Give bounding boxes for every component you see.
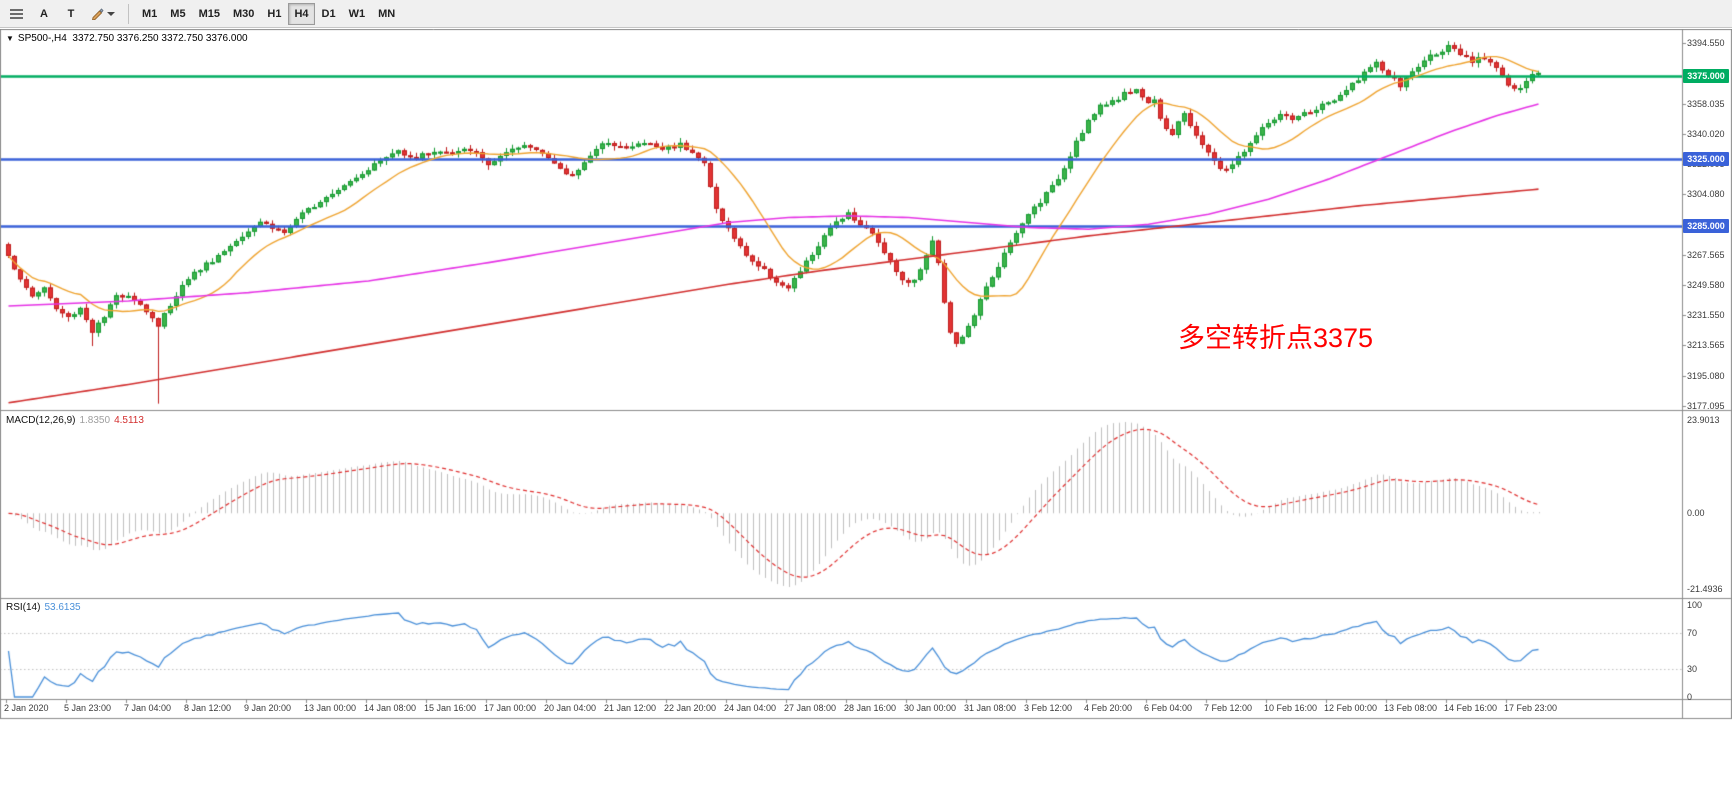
price-axis-label: 3231.550: [1687, 310, 1725, 320]
date-axis-label: 9 Jan 20:00: [244, 703, 292, 713]
price-annotation: 多空转折点3375: [1178, 323, 1374, 353]
rsi-value: 53.6135: [44, 602, 81, 613]
draw-tool-button[interactable]: [85, 3, 121, 25]
price-axis-label: 3213.565: [1687, 340, 1725, 350]
macd-axis-min: -21.4936: [1687, 584, 1723, 594]
timeframe-w1-button[interactable]: W1: [343, 3, 372, 25]
chart-title-ohlc: 3372.750 3376.250 3372.750 3376.000: [72, 33, 248, 44]
date-axis-label: 3 Feb 12:00: [1024, 703, 1073, 713]
price-axis-label: 3249.580: [1687, 280, 1725, 290]
price-level-tag-3325.000[interactable]: 3325.000: [1683, 152, 1729, 166]
timeframe-group: M1 M5 M15 M30 H1 H4 D1 W1 MN: [136, 2, 401, 25]
price-level-tag-3375.000[interactable]: 3375.000: [1683, 69, 1729, 83]
date-axis-label: 20 Jan 04:00: [544, 703, 597, 713]
rsi-axis-70: 70: [1687, 628, 1698, 638]
date-axis-label: 2 Jan 2020: [4, 703, 49, 713]
macd-axis-max: 23.9013: [1687, 415, 1720, 425]
price-axis-label: 3304.080: [1687, 189, 1725, 199]
date-axis-label: 7 Jan 04:00: [124, 703, 172, 713]
timeframe-m30-button[interactable]: M30: [227, 3, 260, 25]
chart-title-symbol: SP500-,H4: [17, 33, 67, 44]
date-axis-label: 27 Jan 08:00: [784, 703, 837, 713]
rsi-axis-100: 100: [1687, 600, 1703, 610]
chart-window: ▼ SP500-,H4 3372.750 3376.250 3372.750 33…: [0, 29, 1732, 796]
price-axis-label: 3358.035: [1687, 99, 1725, 109]
text-tool-t-button[interactable]: T: [58, 3, 84, 25]
date-axis-label: 21 Jan 12:00: [604, 703, 657, 713]
date-axis-label: 22 Jan 20:00: [664, 703, 717, 713]
date-axis-label: 13 Feb 08:00: [1384, 703, 1438, 713]
macd-main-value: 1.8350: [79, 415, 111, 426]
date-axis-label: 14 Jan 08:00: [364, 703, 417, 713]
rsi-name: RSI(14): [6, 602, 41, 613]
text-label-a-button[interactable]: A: [31, 3, 57, 25]
date-axis-label: 31 Jan 08:00: [964, 703, 1017, 713]
date-axis-label: 5 Jan 23:00: [64, 703, 112, 713]
charts-list-icon: [10, 8, 23, 19]
charts-list-button[interactable]: [4, 3, 30, 25]
date-axis-label: 14 Feb 16:00: [1444, 703, 1498, 713]
price-axis-label: 3195.080: [1687, 371, 1725, 381]
timeframe-m1-button[interactable]: M1: [136, 3, 163, 25]
date-axis-label: 4 Feb 20:00: [1084, 703, 1133, 713]
timeframe-mn-button[interactable]: MN: [372, 3, 401, 25]
price-axis-label: 3267.565: [1687, 250, 1725, 260]
date-axis-label: 15 Jan 16:00: [424, 703, 477, 713]
date-axis-label: 7 Feb 12:00: [1204, 703, 1253, 713]
date-axis-label: 10 Feb 16:00: [1264, 703, 1318, 713]
rsi-axis-30: 30: [1687, 664, 1698, 674]
dropdown-caret-icon: [107, 11, 115, 16]
price-axis-label: 3340.020: [1687, 129, 1725, 139]
rsi-axis-0: 0: [1687, 692, 1693, 702]
date-axis-label: 8 Jan 12:00: [184, 703, 232, 713]
date-axis-label: 30 Jan 00:00: [904, 703, 957, 713]
date-axis-label: 17 Feb 23:00: [1504, 703, 1558, 713]
collapse-triangle-icon[interactable]: ▼: [6, 34, 14, 43]
chart-canvas[interactable]: [0, 29, 1732, 796]
price-level-tag-3285.000[interactable]: 3285.000: [1683, 219, 1729, 233]
macd-indicator-label: MACD(12,26,9) 1.8350 4.5113: [6, 415, 144, 426]
price-axis-label: 3177.095: [1687, 401, 1725, 411]
date-axis-label: 28 Jan 16:00: [844, 703, 897, 713]
date-axis-label: 6 Feb 04:00: [1144, 703, 1193, 713]
macd-name: MACD(12,26,9): [6, 415, 76, 426]
timeframe-h4-button[interactable]: H4: [288, 2, 315, 25]
timeframe-m15-button[interactable]: M15: [193, 3, 226, 25]
timeframe-m5-button[interactable]: M5: [164, 3, 191, 25]
chart-title: ▼ SP500-,H4 3372.750 3376.250 3372.750 33…: [6, 33, 248, 44]
toolbar-separator: [128, 3, 129, 24]
rsi-indicator-label: RSI(14) 53.6135: [6, 602, 81, 613]
timeframe-h1-button[interactable]: H1: [261, 3, 287, 25]
date-axis-label: 12 Feb 00:00: [1324, 703, 1378, 713]
timeframe-d1-button[interactable]: D1: [316, 3, 342, 25]
date-axis-label: 17 Jan 00:00: [484, 703, 537, 713]
macd-axis-zero: 0.00: [1687, 508, 1705, 518]
date-axis-label: 13 Jan 00:00: [304, 703, 357, 713]
pencil-icon: [92, 8, 104, 20]
macd-signal-value: 4.5113: [114, 415, 144, 426]
price-axis-label: 3394.550: [1687, 38, 1725, 48]
date-axis-label: 24 Jan 04:00: [724, 703, 777, 713]
toolbar: A T M1 M5 M15 M30 H1 H4 D1 W1 MN: [0, 0, 1732, 28]
